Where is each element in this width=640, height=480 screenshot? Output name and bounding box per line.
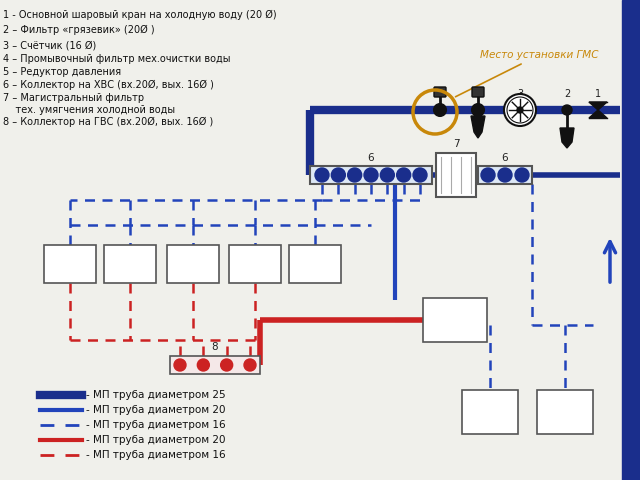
Bar [44,245,96,283]
Circle shape [504,94,536,126]
Text: 6 – Коллектор на ХВС (вх.20Ø, вых. 16Ø ): 6 – Коллектор на ХВС (вх.20Ø, вых. 16Ø ) [3,80,214,90]
Text: Кухонная
мойка: Кухонная мойка [47,254,93,274]
Bar [423,298,487,342]
Circle shape [348,168,362,182]
Text: - МП труба диаметром 25: - МП труба диаметром 25 [86,390,226,400]
Text: 8: 8 [212,342,218,352]
Polygon shape [560,128,574,148]
Text: - МП труба диаметром 16: - МП труба диаметром 16 [86,420,226,430]
Circle shape [380,168,394,182]
Bar [170,356,260,374]
Text: 2 – Фильтр «грязевик» (20Ø ): 2 – Фильтр «грязевик» (20Ø ) [3,25,155,35]
Circle shape [434,104,446,116]
Polygon shape [589,110,607,118]
Bar [289,245,341,283]
Text: Посудо-
моечная
машина: Посудо- моечная машина [546,397,584,427]
Text: 1: 1 [595,89,601,99]
Circle shape [517,107,523,113]
Circle shape [498,168,512,182]
Circle shape [174,359,186,371]
Text: Раковина: Раковина [108,260,152,268]
Text: 8 – Коллектор на ГВС (вх.20Ø, вых. 16Ø ): 8 – Коллектор на ГВС (вх.20Ø, вых. 16Ø ) [3,117,213,127]
Text: Место установки ГМС: Место установки ГМС [456,50,598,97]
Text: Биде: Биде [243,260,267,268]
Text: - МП труба диаметром 20: - МП труба диаметром 20 [86,405,225,415]
Text: 6: 6 [368,153,374,163]
Bar [478,166,532,184]
Bar [537,390,593,434]
Bar [462,390,518,434]
Circle shape [515,168,529,182]
Text: 2: 2 [564,89,570,99]
Circle shape [562,105,572,115]
Bar [436,153,476,197]
Circle shape [472,104,484,116]
Bar [622,0,640,480]
Circle shape [413,168,427,182]
Circle shape [397,168,411,182]
Text: тех. умягчения холодной воды: тех. умягчения холодной воды [3,105,175,115]
Text: Котёл
(ГВС): Котёл (ГВС) [438,309,471,331]
Text: Ванна: Ванна [179,260,207,268]
Text: 5: 5 [437,89,443,99]
Circle shape [507,97,533,123]
Circle shape [197,359,209,371]
Bar [167,245,219,283]
Text: - МП труба диаметром 20: - МП труба диаметром 20 [86,435,225,445]
Text: 6: 6 [502,153,508,163]
Bar [310,166,432,184]
Text: 5 – Редуктор давления: 5 – Редуктор давления [3,67,121,77]
Circle shape [315,168,329,182]
Circle shape [481,168,495,182]
Polygon shape [471,116,485,138]
Text: 4 – Промывочный фильтр мех.очистки воды: 4 – Промывочный фильтр мех.очистки воды [3,54,230,64]
Text: - МП труба диаметром 16: - МП труба диаметром 16 [86,450,226,460]
Text: 7: 7 [452,139,460,149]
Bar [229,245,281,283]
FancyBboxPatch shape [434,87,446,97]
Text: 7 – Магистральный фильтр: 7 – Магистральный фильтр [3,93,144,103]
Bar [104,245,156,283]
Circle shape [364,168,378,182]
Text: Унитаз: Унитаз [298,260,332,268]
Polygon shape [589,102,607,110]
Circle shape [332,168,346,182]
Circle shape [244,359,256,371]
Text: 1 - Основной шаровый кран на холодную воду (20 Ø): 1 - Основной шаровый кран на холодную во… [3,10,276,20]
FancyBboxPatch shape [472,87,484,97]
Circle shape [221,359,233,371]
Text: Стираль-
ная
машина: Стираль- ная машина [469,397,511,427]
Text: 3 – Счётчик (16 Ø): 3 – Счётчик (16 Ø) [3,40,96,50]
Text: 3: 3 [517,89,523,99]
Text: 4: 4 [475,89,481,99]
